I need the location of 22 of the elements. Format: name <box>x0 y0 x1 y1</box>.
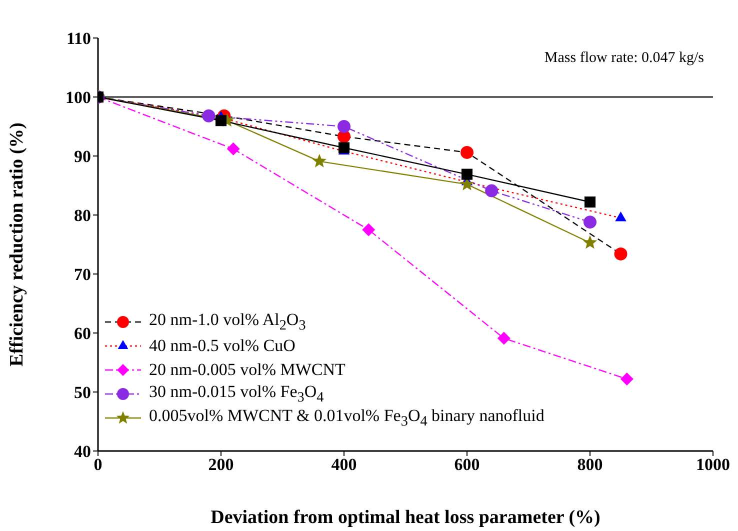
y-tick-label: 60 <box>74 324 91 344</box>
y-tick-label: 50 <box>74 383 91 402</box>
x-tick-label: 800 <box>577 455 603 474</box>
legend-label: 20 nm-0.005 vol% MWCNT <box>149 360 346 380</box>
x-axis-title: Deviation from optimal heat loss parameter (%) <box>210 507 600 528</box>
x-tick-label: 400 <box>331 455 357 474</box>
annotation: Mass flow rate: 0.047 kg/s <box>544 50 704 67</box>
x-tick-label: 200 <box>208 455 234 474</box>
y-tick-label: 40 <box>74 442 91 462</box>
legend-label: 20 nm-1.0 vol% Al$_{2}$O$_{3}$ <box>149 310 306 334</box>
x-tick-label: 1000 <box>696 455 730 474</box>
legend-label: 30 nm-0.015 vol% Fe$_{3}$O$_{4}$ <box>149 382 324 406</box>
y-tick-label: 90 <box>74 147 91 166</box>
y-tick-label: 110 <box>66 29 91 48</box>
x-tick-label: 600 <box>454 455 480 474</box>
y-tick-label: 100 <box>66 88 91 108</box>
legend-label: 40 nm-0.5 vol% CuO <box>149 336 296 356</box>
y-tick-label: 70 <box>74 265 91 284</box>
legend-label: 0.005vol% MWCNT & 0.01vol% Fe$_{3}$O$_{4}$ binary nanofluid <box>149 406 544 430</box>
x-tick-label: 0 <box>94 455 102 474</box>
y-axis-title: Efficiency reduction ratio (%) <box>6 122 28 366</box>
y-tick-label: 80 <box>74 206 91 226</box>
